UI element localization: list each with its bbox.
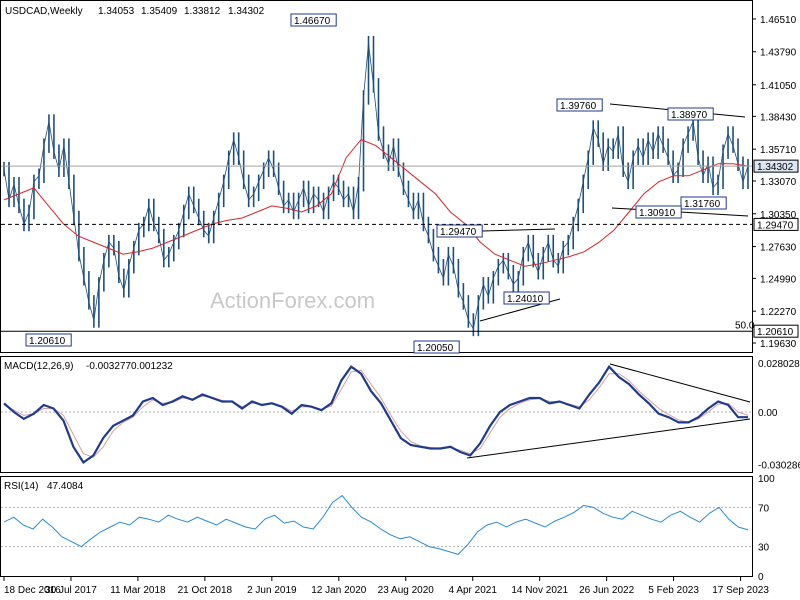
y-tick-label: 1.24990 xyxy=(760,274,797,285)
price-annotation-text: 1.46670 xyxy=(294,16,331,27)
axis-price-box-label: 1.34302 xyxy=(757,162,794,173)
x-tick-label: 14 Nov 2021 xyxy=(511,585,568,596)
x-tick-label: 11 Mar 2018 xyxy=(110,585,166,596)
macd-y-tick-label: 0.00 xyxy=(758,408,778,419)
axis-price-box-label: 1.29470 xyxy=(757,220,794,231)
price-levels-group: 50.0 xyxy=(1,165,755,332)
price-annotation: 1.24010 xyxy=(503,291,550,305)
main-panel xyxy=(0,0,753,353)
y-tick-label: 1.41050 xyxy=(760,81,797,92)
chart-header-title: USDCAD,Weekly xyxy=(5,6,83,17)
axis-price-box xyxy=(753,159,799,173)
macd-value-signal: 0.001232 xyxy=(131,361,173,372)
macd-header: MACD(12,26,9) -0.003277 0.001232 xyxy=(4,361,173,372)
price-annotation: 1.38970 xyxy=(667,107,714,121)
price-annotation: 1.20050 xyxy=(413,340,460,354)
chart-header-close: 1.34302 xyxy=(228,6,265,17)
macd-panel xyxy=(0,356,753,473)
axis-price-box xyxy=(753,324,799,338)
price-series-group xyxy=(3,35,749,337)
price-close-line xyxy=(3,43,749,331)
x-tick-label: 5 Feb 2023 xyxy=(648,585,699,596)
y-tick-label: 1.27630 xyxy=(760,243,797,254)
x-tick-label: 17 Sep 2023 xyxy=(712,585,769,596)
x-tick-label: 2 Jun 2019 xyxy=(247,585,297,596)
trendline-macd-0 xyxy=(609,363,751,403)
axis-price-box-label: 1.20610 xyxy=(757,327,794,338)
price-annotation-text: 1.30910 xyxy=(639,208,676,219)
moving-average-line xyxy=(3,138,749,267)
price-annotation-box xyxy=(556,98,603,112)
y-tick-label: 1.43790 xyxy=(760,48,797,59)
x-tick-label: 21 Oct 2018 xyxy=(178,585,233,596)
price-annotation-text: 1.38970 xyxy=(671,110,708,121)
price-annotation: 1.31760 xyxy=(680,196,727,210)
rsi-header: RSI(14) 47.4084 xyxy=(4,481,84,492)
fib-level-label: 50.0 xyxy=(735,320,755,331)
price-annotation-box xyxy=(503,291,550,305)
price-annotation-box xyxy=(25,333,72,347)
y-tick-label: 1.38430 xyxy=(760,112,797,123)
macd-value-main: -0.003277 xyxy=(86,361,131,372)
macd-label: MACD(12,26,9) xyxy=(4,361,73,372)
x-tick-label: 4 Apr 2021 xyxy=(449,585,498,596)
price-annotation: 1.39760 xyxy=(556,98,603,112)
price-annotation-text: 1.31760 xyxy=(684,199,721,210)
macd-line xyxy=(3,364,748,464)
x-tick-label: 18 Dec 2016 xyxy=(4,585,61,596)
price-annotation-box xyxy=(667,107,714,121)
x-tick-label: 30 Jul 2017 xyxy=(45,585,97,596)
y-tick-label: 1.46510 xyxy=(760,15,797,26)
chart-header-open: 1.34053 xyxy=(98,6,135,17)
macd-y-tick-label: 0.028028 xyxy=(758,359,800,370)
price-annotation-box xyxy=(290,13,337,27)
rsi-y-tick-label: 30 xyxy=(758,543,770,554)
price-annotation-text: 1.24010 xyxy=(507,294,544,305)
chart-header: USDCAD,Weekly 1.34053 1.35409 1.33812 1.… xyxy=(5,6,265,17)
macd-signal-line xyxy=(3,369,749,458)
price-annotation-text: 1.39760 xyxy=(560,101,597,112)
x-tick-label: 23 Aug 2020 xyxy=(378,585,435,596)
annotations-group: 1.46670 1.39760 1.38970 1.31760 1.30910 1.294… xyxy=(25,13,727,354)
y-tick-label: 1.30350 xyxy=(760,210,797,221)
trendlines-group xyxy=(446,103,751,459)
rsi-value: 47.4084 xyxy=(47,481,84,492)
price-annotation-text: 1.20050 xyxy=(417,343,454,354)
rsi-y-tick-label: 100 xyxy=(758,474,775,485)
price-annotation-text: 1.20610 xyxy=(29,336,66,347)
y-tick-label: 1.35710 xyxy=(760,145,797,156)
price-annotation-box xyxy=(436,224,483,238)
rsi-series-group xyxy=(1,494,752,555)
price-annotation: 1.20610 xyxy=(25,333,72,347)
y-tick-label: 1.33070 xyxy=(760,177,797,188)
chart-header-low: 1.33812 xyxy=(184,6,221,17)
x-tick-label: 26 Jun 2022 xyxy=(579,585,634,596)
x-tick-label: 12 Jan 2020 xyxy=(311,585,366,596)
price-annotation-box xyxy=(635,205,682,219)
y-tick-label: 1.22270 xyxy=(760,307,797,318)
macd-series-group xyxy=(1,364,752,464)
axes-group: 1.46510 1.43790 1.41050 1.38430 1.35710 1.330… xyxy=(3,15,800,596)
price-annotation-box xyxy=(680,196,727,210)
rsi-line xyxy=(3,494,749,555)
chart-header-high: 1.35409 xyxy=(141,6,178,17)
price-annotation: 1.30910 xyxy=(635,205,682,219)
macd-y-tick-label: -0.030286 xyxy=(758,461,800,472)
price-annotation-box xyxy=(413,340,460,354)
rsi-y-tick-label: 70 xyxy=(758,503,770,514)
rsi-label: RSI(14) xyxy=(4,481,38,492)
watermark: ActionForex.com xyxy=(210,288,375,313)
y-tick-label: 1.19630 xyxy=(760,339,797,350)
price-annotation: 1.46670 xyxy=(290,13,337,27)
trendline-macd-1 xyxy=(466,418,751,459)
axis-price-box xyxy=(753,217,799,231)
price-annotation: 1.29470 xyxy=(436,224,483,238)
price-annotation-text: 1.29470 xyxy=(440,227,477,238)
rsi-y-tick-label: 0 xyxy=(758,572,764,583)
